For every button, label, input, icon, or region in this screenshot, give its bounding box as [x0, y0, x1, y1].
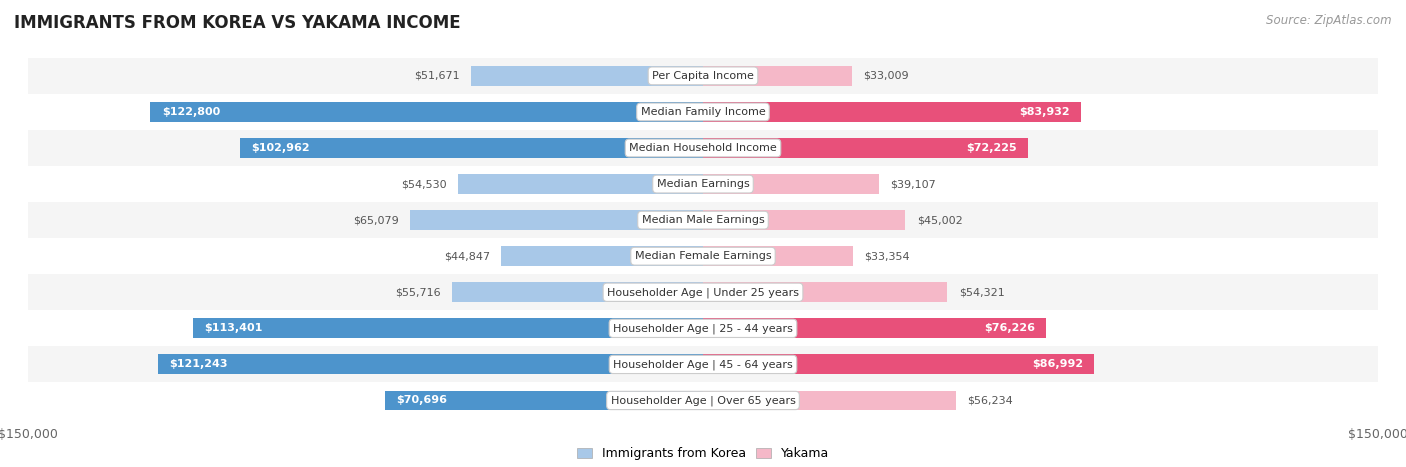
Text: $70,696: $70,696 — [396, 396, 447, 405]
Bar — [501, 246, 703, 266]
Text: Source: ZipAtlas.com: Source: ZipAtlas.com — [1267, 14, 1392, 27]
Text: $86,992: $86,992 — [1032, 360, 1083, 369]
Text: Median Male Earnings: Median Male Earnings — [641, 215, 765, 225]
Bar — [28, 310, 1378, 347]
Bar — [28, 382, 1378, 418]
Text: $55,716: $55,716 — [395, 287, 441, 297]
Bar — [703, 318, 1046, 338]
Bar — [703, 283, 948, 302]
Text: Householder Age | 45 - 64 years: Householder Age | 45 - 64 years — [613, 359, 793, 370]
Text: $33,354: $33,354 — [865, 251, 910, 261]
Text: Householder Age | Under 25 years: Householder Age | Under 25 years — [607, 287, 799, 297]
Text: $76,226: $76,226 — [984, 323, 1035, 333]
Text: $44,847: $44,847 — [444, 251, 489, 261]
Bar — [150, 102, 703, 122]
Bar — [411, 210, 703, 230]
Text: $65,079: $65,079 — [353, 215, 399, 225]
Bar — [703, 174, 879, 194]
Bar — [28, 130, 1378, 166]
Text: $102,962: $102,962 — [252, 143, 309, 153]
Text: $122,800: $122,800 — [162, 107, 219, 117]
Bar — [28, 202, 1378, 238]
Bar — [28, 58, 1378, 94]
Text: $56,234: $56,234 — [967, 396, 1012, 405]
Bar — [28, 347, 1378, 382]
Bar — [458, 174, 703, 194]
Bar — [453, 283, 703, 302]
Bar — [240, 138, 703, 158]
Bar — [703, 102, 1081, 122]
Text: $54,530: $54,530 — [401, 179, 447, 189]
Bar — [157, 354, 703, 375]
Text: IMMIGRANTS FROM KOREA VS YAKAMA INCOME: IMMIGRANTS FROM KOREA VS YAKAMA INCOME — [14, 14, 461, 32]
Text: $45,002: $45,002 — [917, 215, 963, 225]
Text: $121,243: $121,243 — [169, 360, 228, 369]
Text: Median Household Income: Median Household Income — [628, 143, 778, 153]
Bar — [385, 390, 703, 410]
Bar — [703, 354, 1094, 375]
Text: Per Capita Income: Per Capita Income — [652, 71, 754, 81]
Text: $39,107: $39,107 — [890, 179, 936, 189]
Text: $54,321: $54,321 — [959, 287, 1004, 297]
Bar — [703, 246, 853, 266]
Bar — [28, 94, 1378, 130]
Bar — [703, 390, 956, 410]
Text: $33,009: $33,009 — [863, 71, 908, 81]
Bar — [28, 238, 1378, 274]
Text: Median Earnings: Median Earnings — [657, 179, 749, 189]
Bar — [28, 274, 1378, 310]
Text: Median Family Income: Median Family Income — [641, 107, 765, 117]
Bar — [703, 210, 905, 230]
Text: Median Female Earnings: Median Female Earnings — [634, 251, 772, 261]
Bar — [703, 138, 1028, 158]
Bar — [703, 66, 852, 86]
Text: Householder Age | Over 65 years: Householder Age | Over 65 years — [610, 395, 796, 406]
Legend: Immigrants from Korea, Yakama: Immigrants from Korea, Yakama — [572, 442, 834, 465]
Bar — [471, 66, 703, 86]
Text: Householder Age | 25 - 44 years: Householder Age | 25 - 44 years — [613, 323, 793, 333]
Bar — [28, 166, 1378, 202]
Text: $72,225: $72,225 — [966, 143, 1017, 153]
Bar — [193, 318, 703, 338]
Text: $83,932: $83,932 — [1019, 107, 1070, 117]
Text: $51,671: $51,671 — [413, 71, 460, 81]
Text: $113,401: $113,401 — [204, 323, 263, 333]
